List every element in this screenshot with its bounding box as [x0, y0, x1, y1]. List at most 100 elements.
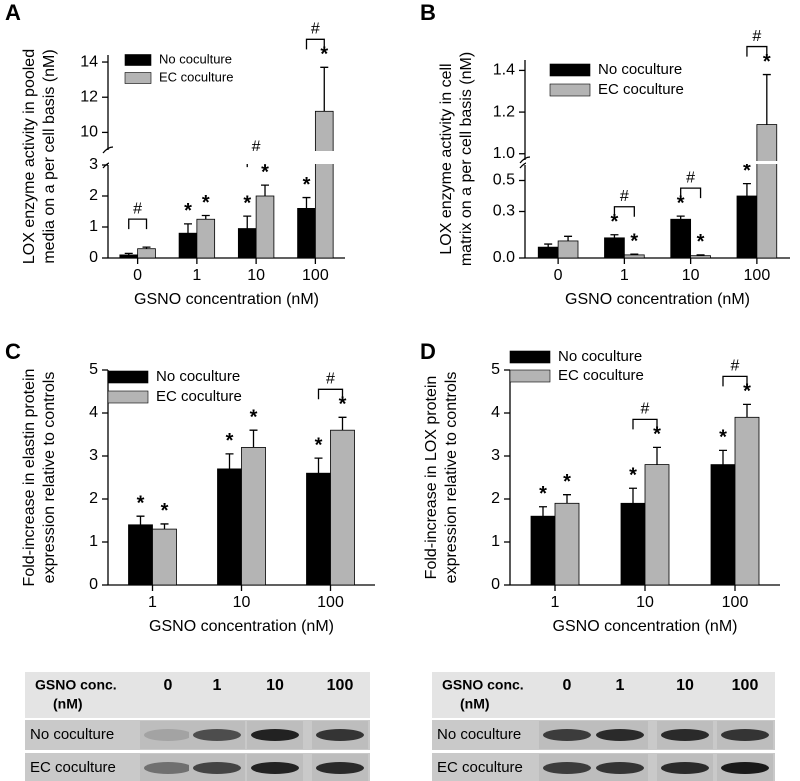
bar: [557, 240, 579, 259]
y-tick-label: 0: [89, 576, 98, 593]
significance-star: *: [653, 424, 661, 446]
bar: [736, 195, 758, 259]
error-bar: [249, 429, 258, 448]
blot-lane-label: 10: [676, 677, 694, 694]
bar: [554, 502, 580, 586]
y-tick-label: 10: [80, 124, 98, 141]
error-bar: [243, 215, 252, 229]
y-tick-label: 3: [491, 447, 500, 464]
blot-lane-label: 1: [213, 677, 222, 694]
hash-bracket: [613, 206, 635, 217]
y-tick-label: 3: [89, 156, 98, 173]
blot-lane-label: 100: [327, 677, 354, 694]
significance-star: *: [243, 192, 251, 214]
hash-bracket: [128, 218, 148, 230]
blot-header: (nM): [460, 696, 490, 712]
significance-star: *: [320, 44, 328, 66]
hash-mark: #: [641, 401, 650, 418]
blot-band: [144, 729, 192, 741]
bar: [670, 218, 692, 259]
x-tick-label: 0: [133, 267, 142, 284]
hash-bracket: [317, 388, 344, 400]
hash-mark: #: [686, 169, 695, 186]
error-bar: [676, 215, 685, 220]
y-tick-label: 4: [89, 404, 98, 421]
error-bar: [338, 416, 347, 431]
y-tick-label: 1: [491, 533, 500, 550]
significance-star: *: [629, 465, 637, 487]
axis-break: [102, 146, 114, 154]
legend-label: No coculture: [156, 368, 240, 385]
bar: [128, 524, 153, 586]
legend-label: EC coculture: [558, 367, 644, 384]
y-axis-label: expression relative to controls: [41, 372, 58, 584]
bar: [152, 528, 177, 586]
bar: [237, 228, 257, 259]
x-tick-label: 10: [247, 267, 265, 284]
axis-break: [519, 156, 531, 164]
blot-band: [193, 762, 241, 774]
blot-band: [661, 762, 709, 774]
error-bar: [696, 254, 705, 256]
x-axis-label: GSNO concentration (nM): [565, 291, 750, 308]
bar: [330, 429, 355, 586]
error-bar: [544, 243, 553, 248]
legend-swatch: [107, 370, 149, 384]
significance-star: *: [539, 483, 547, 505]
significance-star: *: [226, 430, 234, 452]
legend-swatch: [549, 83, 591, 97]
x-tick-label: 1: [620, 267, 629, 284]
y-tick-label: 2: [89, 187, 98, 204]
significance-star: *: [677, 192, 685, 214]
y-tick-label: 4: [491, 404, 500, 421]
hash-mark: #: [620, 188, 629, 205]
legend-label: No coculture: [159, 51, 232, 66]
significance-star: *: [697, 231, 705, 253]
hash-bracket: [305, 38, 325, 50]
blot-row-label: EC coculture: [437, 759, 523, 776]
error-bar: [136, 515, 145, 525]
x-tick-label: 100: [744, 267, 771, 284]
y-tick-label: 1: [89, 218, 98, 235]
significance-star: *: [719, 427, 727, 449]
hash-bracket: [680, 187, 702, 199]
significance-star: *: [743, 160, 751, 182]
blot-band: [721, 729, 769, 741]
significance-star: *: [611, 211, 619, 233]
blot-header: (nM): [53, 696, 83, 712]
error-bar: [762, 73, 771, 125]
significance-star: *: [184, 200, 192, 222]
y-tick-label: 1.0: [493, 145, 515, 162]
error-bar: [610, 234, 619, 238]
bar: [241, 446, 266, 586]
bar: [196, 218, 216, 259]
blot-lane: [140, 754, 196, 781]
error-bar: [160, 523, 169, 530]
bar: [306, 472, 331, 586]
blot-band: [721, 762, 769, 774]
panel-label: A: [5, 0, 21, 25]
bar: [314, 110, 334, 259]
y-tick-label: 0: [89, 249, 98, 266]
error-bar: [629, 487, 637, 504]
significance-star: *: [339, 394, 347, 416]
blot-band: [543, 762, 591, 774]
error-bar: [653, 446, 661, 465]
bar: [623, 254, 645, 259]
x-tick-label: 10: [233, 594, 251, 611]
hash-bracket: [746, 45, 768, 57]
blot-header-bg: [432, 672, 775, 718]
y-tick-label: 1.2: [493, 103, 515, 120]
y-tick-label: 1: [89, 533, 98, 550]
significance-star: *: [137, 492, 145, 514]
x-tick-label: 0: [554, 267, 563, 284]
hash-bracket: [632, 418, 658, 430]
blot-lane-label: 10: [266, 677, 284, 694]
error-bar: [225, 453, 234, 469]
y-axis-label: Fold-increase in LOX protein: [423, 376, 440, 580]
significance-star: *: [202, 192, 210, 214]
legend-label: EC coculture: [159, 69, 233, 84]
hash-mark: #: [252, 138, 261, 155]
